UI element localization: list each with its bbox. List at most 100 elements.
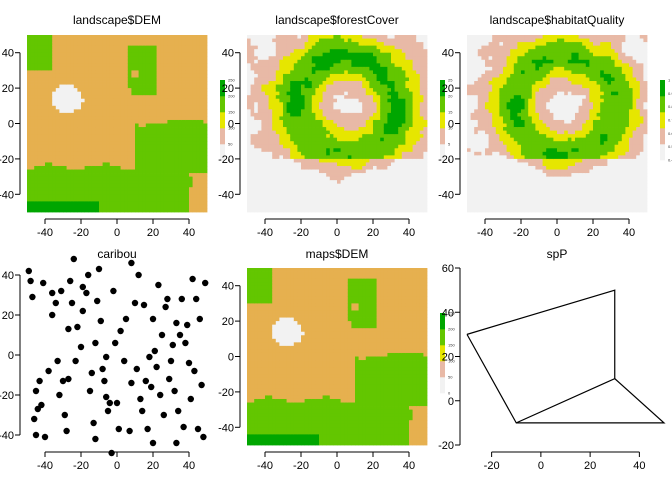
raster-cell <box>63 190 67 195</box>
raster-cell <box>394 102 399 107</box>
raster-cell <box>163 204 168 209</box>
raster-cell <box>181 66 186 71</box>
raster-cell <box>171 38 175 43</box>
raster-cell <box>383 70 388 75</box>
raster-cell <box>34 102 39 107</box>
raster-cell <box>178 105 183 110</box>
raster-cell <box>160 155 165 160</box>
raster-cell <box>84 84 89 89</box>
raster-cell <box>268 187 273 192</box>
raster-cell <box>135 119 139 124</box>
raster-cell <box>286 73 291 78</box>
raster-cell <box>290 144 295 149</box>
raster-cell <box>254 134 259 139</box>
raster-cell <box>27 88 31 93</box>
raster-cell <box>95 127 100 131</box>
raster-cell <box>77 187 82 192</box>
raster-cell <box>135 95 139 100</box>
raster-cell <box>124 148 129 153</box>
raster-cell <box>185 208 190 213</box>
raster-cell <box>373 88 377 93</box>
raster-cell <box>380 169 385 174</box>
raster-cell <box>117 59 121 64</box>
raster-cell <box>156 88 161 93</box>
raster-cell <box>351 208 356 213</box>
raster-cell <box>337 102 341 107</box>
raster-cell <box>293 59 298 64</box>
raster-cell <box>301 151 305 156</box>
raster-cell <box>142 134 147 139</box>
raster-cell <box>171 95 175 100</box>
raster-cell <box>358 204 363 209</box>
raster-cell <box>156 102 161 107</box>
raster-cell <box>365 176 370 181</box>
raster-cell <box>192 141 197 146</box>
raster-cell <box>174 73 179 78</box>
raster-cell <box>380 148 385 153</box>
raster-cell <box>383 183 388 188</box>
raster-cell <box>135 173 139 177</box>
raster-cell <box>142 180 147 185</box>
raster-cell <box>394 158 399 163</box>
raster-cell <box>124 162 129 167</box>
raster-cell <box>391 63 395 68</box>
raster-cell <box>127 151 132 156</box>
raster-cell <box>99 70 103 75</box>
raster-cell <box>34 84 39 89</box>
raster-cell <box>279 66 284 71</box>
raster-cell <box>138 112 143 117</box>
raster-cell <box>297 109 302 114</box>
raster-cell <box>149 109 154 114</box>
raster-cell <box>117 102 121 107</box>
raster-cell <box>55 204 60 209</box>
raster-cell <box>358 183 363 188</box>
raster-cell <box>351 70 356 75</box>
raster-cell <box>37 56 42 61</box>
raster-cell <box>145 173 150 177</box>
raster-cell <box>30 208 35 213</box>
raster-cell <box>174 98 179 103</box>
raster-cell <box>174 151 179 156</box>
raster-cell <box>315 148 320 153</box>
raster-cell <box>394 98 399 103</box>
raster-cell <box>297 91 302 96</box>
raster-cell <box>272 119 277 124</box>
raster-cell <box>286 56 291 61</box>
raster-cell <box>261 151 266 156</box>
raster-cell <box>365 59 370 64</box>
raster-cell <box>387 42 392 47</box>
raster-cell <box>91 119 96 124</box>
raster-cell <box>185 197 190 202</box>
raster-cell <box>63 77 67 82</box>
raster-cell <box>160 116 165 121</box>
raster-cell <box>199 144 204 149</box>
raster-cell <box>120 130 125 135</box>
raster-cell <box>380 183 385 188</box>
raster-cell <box>70 183 75 188</box>
raster-cell <box>265 49 269 54</box>
raster-cell <box>297 137 302 142</box>
raster-cell <box>358 56 363 61</box>
raster-cell <box>127 91 132 96</box>
raster-cell <box>181 180 186 185</box>
raster-cell <box>333 204 338 209</box>
raster-cell <box>275 98 280 103</box>
raster-cell <box>113 155 118 160</box>
raster-cell <box>347 73 352 78</box>
raster-cell <box>203 204 208 209</box>
raster-cell <box>52 162 57 167</box>
raster-cell <box>63 42 67 47</box>
raster-cell <box>41 204 46 209</box>
raster-cell <box>391 155 395 160</box>
raster-cell <box>88 52 93 57</box>
raster-cell <box>45 151 49 156</box>
raster-cell <box>106 204 111 209</box>
raster-cell <box>37 84 42 89</box>
raster-cell <box>358 49 363 54</box>
raster-cell <box>347 130 352 135</box>
raster-cell <box>167 187 172 192</box>
raster-cell <box>41 66 46 71</box>
raster-cell <box>416 194 421 199</box>
raster-cell <box>290 77 295 82</box>
raster-cell <box>322 144 327 149</box>
